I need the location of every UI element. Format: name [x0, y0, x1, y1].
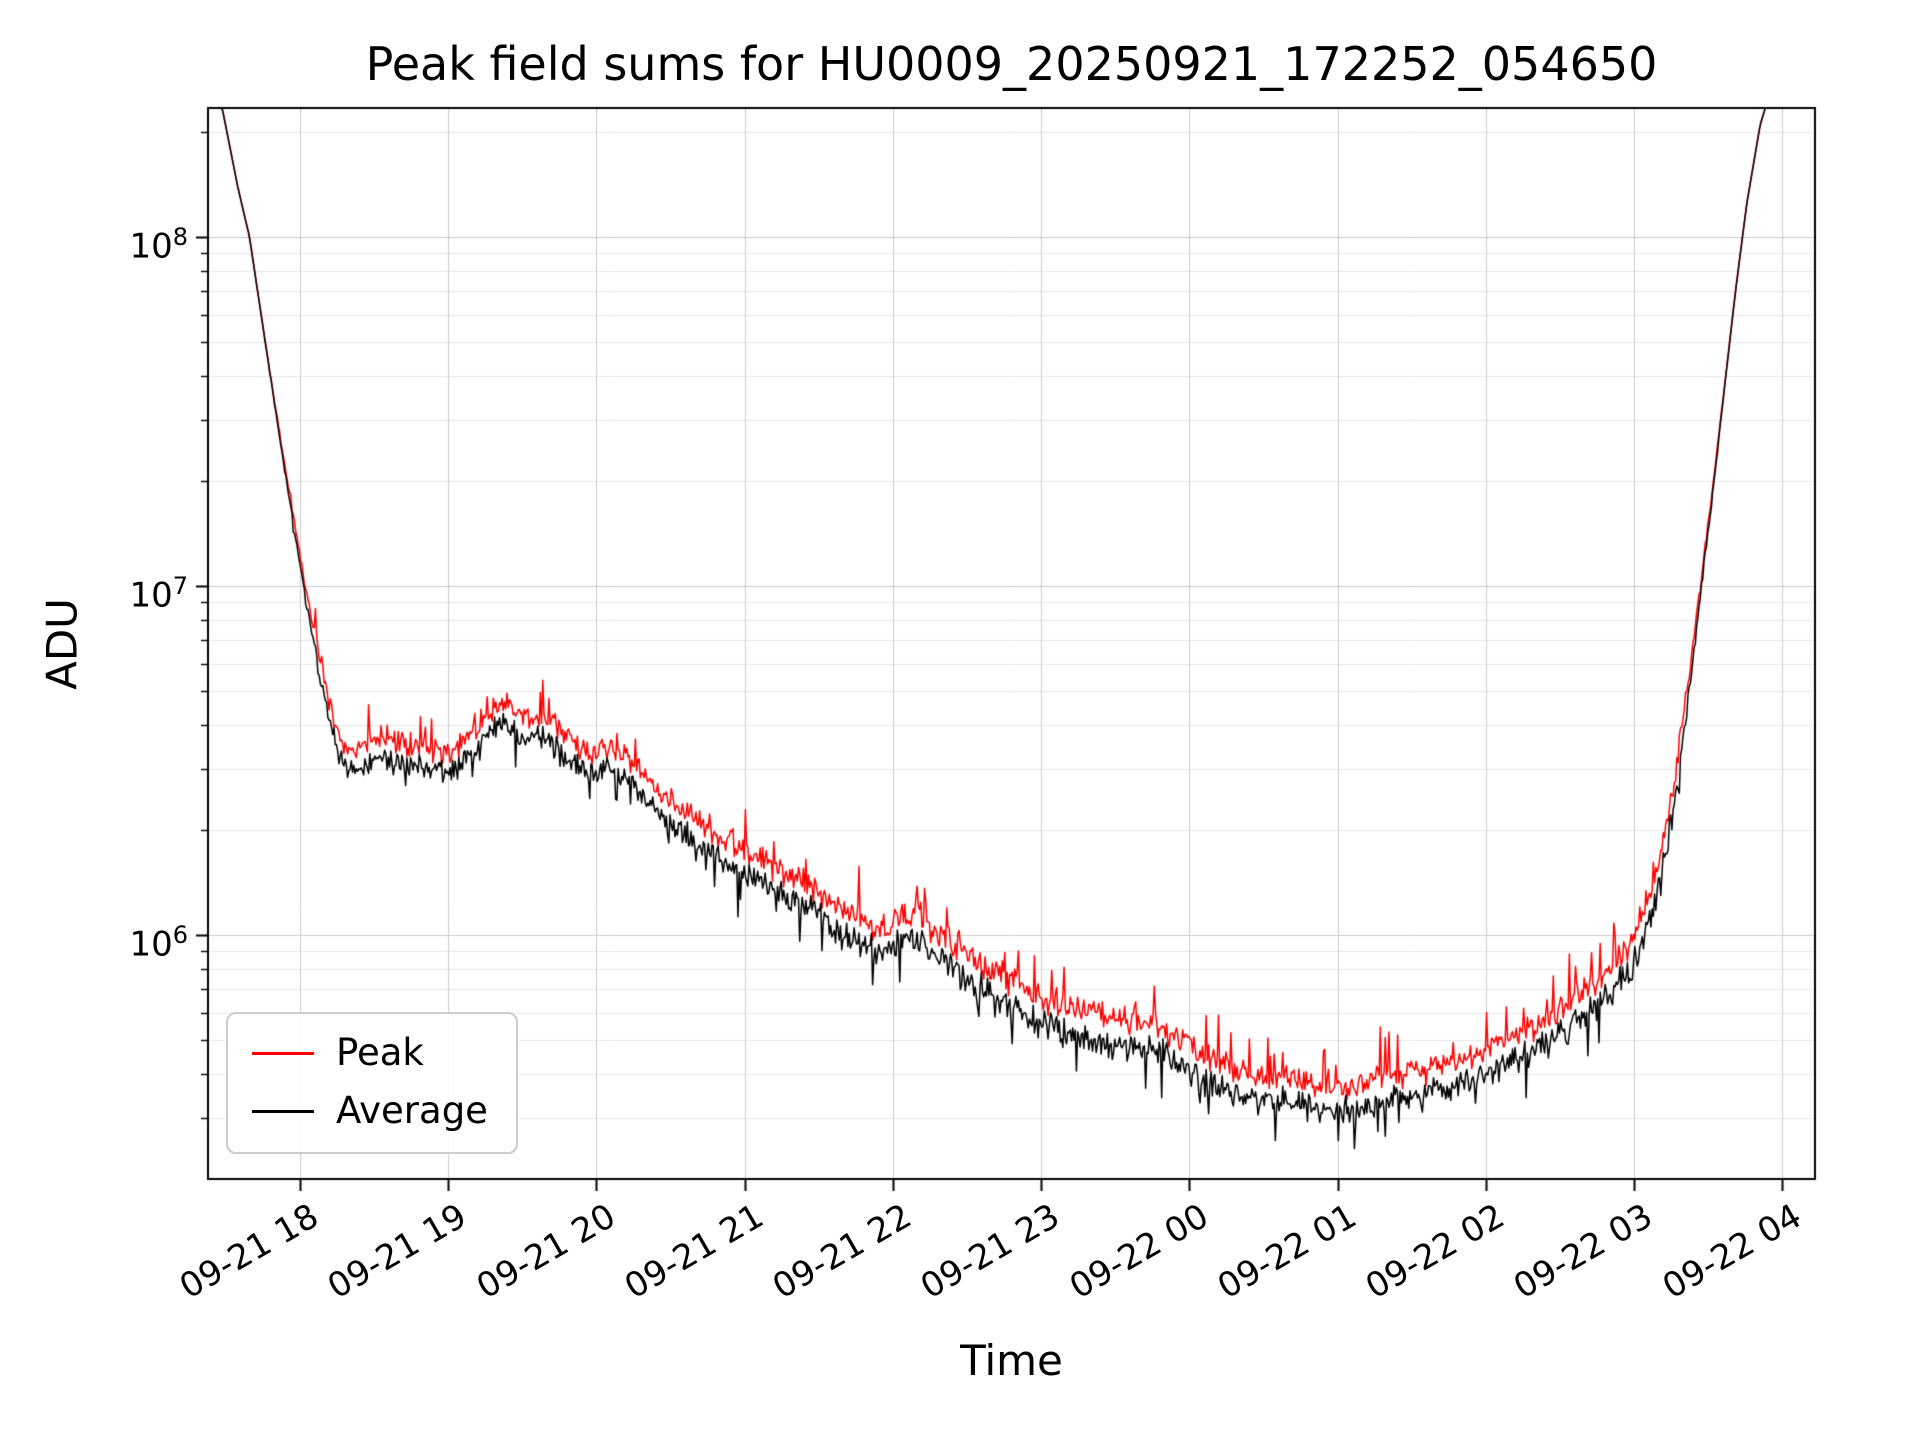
y-tick-label: 108 [129, 223, 188, 267]
legend: Peak Average [226, 1012, 518, 1154]
legend-label-peak: Peak [336, 1031, 424, 1074]
legend-label-average: Average [336, 1089, 488, 1132]
legend-entry-peak: Peak [252, 1030, 488, 1076]
chart-title: Peak field sums for HU0009_20250921_1722… [365, 37, 1658, 91]
peak-line-swatch [252, 1051, 314, 1055]
y-tick-label: 107 [129, 572, 188, 616]
x-axis-label: Time [960, 1336, 1063, 1385]
y-tick-label: 106 [129, 921, 188, 965]
average-line-swatch [252, 1109, 314, 1113]
legend-entry-average: Average [252, 1088, 488, 1134]
